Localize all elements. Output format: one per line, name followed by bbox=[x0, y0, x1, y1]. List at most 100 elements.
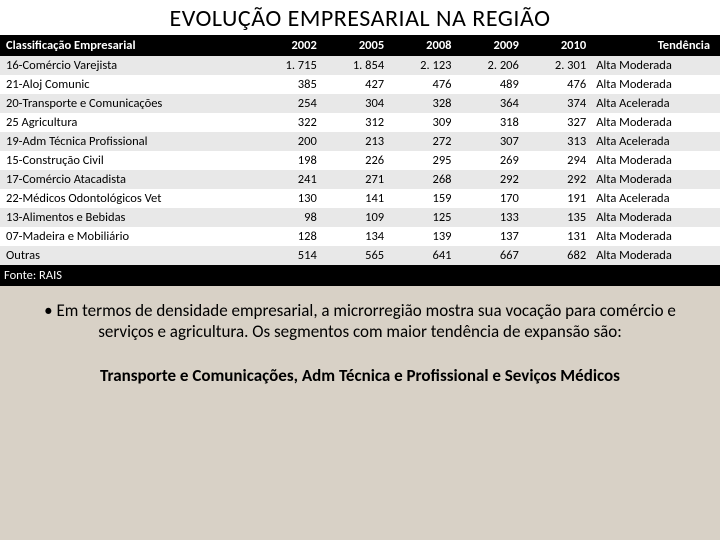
table-cell: 13-Alimentos e Bebidas bbox=[0, 208, 255, 227]
table-row: 20-Transporte e Comunicações254304328364… bbox=[0, 94, 720, 113]
table-row: 22-Médicos Odontológicos Vet130141159170… bbox=[0, 189, 720, 208]
table-cell: 159 bbox=[390, 189, 457, 208]
table-source-row: Fonte: RAIS bbox=[0, 265, 720, 286]
table-cell: 318 bbox=[458, 113, 525, 132]
table-cell: Alta Acelerada bbox=[592, 132, 720, 151]
table-cell: 130 bbox=[255, 189, 322, 208]
table-cell: 322 bbox=[255, 113, 322, 132]
table-cell: 141 bbox=[323, 189, 390, 208]
table-row: Outras514565641667682Alta Moderada bbox=[0, 246, 720, 265]
table-cell: 133 bbox=[458, 208, 525, 227]
table-cell: 682 bbox=[525, 246, 592, 265]
table-cell: 385 bbox=[255, 75, 322, 94]
table-cell: 364 bbox=[458, 94, 525, 113]
data-table: Classificação Empresarial 2002 2005 2008… bbox=[0, 35, 720, 286]
table-cell: 22-Médicos Odontológicos Vet bbox=[0, 189, 255, 208]
table-row: 07-Madeira e Mobiliário128134139137131Al… bbox=[0, 227, 720, 246]
table-cell: 25 Agricultura bbox=[0, 113, 255, 132]
table-cell: 137 bbox=[458, 227, 525, 246]
col-header: 2009 bbox=[458, 35, 525, 56]
table-header: Classificação Empresarial 2002 2005 2008… bbox=[0, 35, 720, 56]
table-cell: Alta Moderada bbox=[592, 151, 720, 170]
table-cell: 295 bbox=[390, 151, 457, 170]
table-cell: 125 bbox=[390, 208, 457, 227]
table-cell: 272 bbox=[390, 132, 457, 151]
table-cell: 109 bbox=[323, 208, 390, 227]
table-cell: 128 bbox=[255, 227, 322, 246]
table-cell: 292 bbox=[458, 170, 525, 189]
table-cell: Alta Moderada bbox=[592, 227, 720, 246]
table-cell: 307 bbox=[458, 132, 525, 151]
table-cell: 241 bbox=[255, 170, 322, 189]
table-cell: 268 bbox=[390, 170, 457, 189]
table-cell: 476 bbox=[390, 75, 457, 94]
table-cell: 269 bbox=[458, 151, 525, 170]
table-cell: 476 bbox=[525, 75, 592, 94]
table-cell: 21-Aloj Comunic bbox=[0, 75, 255, 94]
slide: EVOLUÇÃO EMPRESARIAL NA REGIÃO Classific… bbox=[0, 0, 720, 540]
table-row: 16-Comércio Varejista1. 7151. 8542. 1232… bbox=[0, 56, 720, 75]
table-cell: 134 bbox=[323, 227, 390, 246]
table-row: 25 Agricultura322312309318327Alta Modera… bbox=[0, 113, 720, 132]
table-cell: 1. 715 bbox=[255, 56, 322, 75]
table-cell: 292 bbox=[525, 170, 592, 189]
table-cell: 16-Comércio Varejista bbox=[0, 56, 255, 75]
table-cell: 213 bbox=[323, 132, 390, 151]
col-header: 2010 bbox=[525, 35, 592, 56]
table-cell: 17-Comércio Atacadista bbox=[0, 170, 255, 189]
table-cell: 489 bbox=[458, 75, 525, 94]
table-cell: 2. 206 bbox=[458, 56, 525, 75]
table-cell: Alta Moderada bbox=[592, 75, 720, 94]
table-cell: 327 bbox=[525, 113, 592, 132]
col-header: 2005 bbox=[323, 35, 390, 56]
table-row: 15-Construção Civil198226295269294Alta M… bbox=[0, 151, 720, 170]
table-cell: 19-Adm Técnica Profissional bbox=[0, 132, 255, 151]
table-body: 16-Comércio Varejista1. 7151. 8542. 1232… bbox=[0, 56, 720, 286]
table-row: 17-Comércio Atacadista241271268292292Alt… bbox=[0, 170, 720, 189]
table-cell: 667 bbox=[458, 246, 525, 265]
col-header: 2008 bbox=[390, 35, 457, 56]
table-cell: Alta Moderada bbox=[592, 170, 720, 189]
table-cell: 15-Construção Civil bbox=[0, 151, 255, 170]
table-cell: 139 bbox=[390, 227, 457, 246]
table-cell: 374 bbox=[525, 94, 592, 113]
table-cell: Alta Moderada bbox=[592, 246, 720, 265]
table-cell: 312 bbox=[323, 113, 390, 132]
table-cell: 1. 854 bbox=[323, 56, 390, 75]
table-cell: 198 bbox=[255, 151, 322, 170]
table-row: 19-Adm Técnica Profissional2002132723073… bbox=[0, 132, 720, 151]
table-cell: 2. 301 bbox=[525, 56, 592, 75]
bullet-paragraph: • Em termos de densidade empresarial, a … bbox=[0, 286, 720, 347]
table-cell: 514 bbox=[255, 246, 322, 265]
table-cell: 254 bbox=[255, 94, 322, 113]
table-cell: Alta Moderada bbox=[592, 208, 720, 227]
table-cell: 226 bbox=[323, 151, 390, 170]
col-header: 2002 bbox=[255, 35, 322, 56]
table-row: 13-Alimentos e Bebidas98109125133135Alta… bbox=[0, 208, 720, 227]
table-cell: 135 bbox=[525, 208, 592, 227]
table-cell: Alta Acelerada bbox=[592, 189, 720, 208]
table-cell: 20-Transporte e Comunicações bbox=[0, 94, 255, 113]
table-cell: 427 bbox=[323, 75, 390, 94]
table-cell: 565 bbox=[323, 246, 390, 265]
table-cell: Alta Moderada bbox=[592, 113, 720, 132]
table-cell: 191 bbox=[525, 189, 592, 208]
emphasis-paragraph: Transporte e Comunicações, Adm Técnica e… bbox=[0, 347, 720, 386]
table-cell: 313 bbox=[525, 132, 592, 151]
table-cell: 309 bbox=[390, 113, 457, 132]
table-cell: 641 bbox=[390, 246, 457, 265]
table-cell: 328 bbox=[390, 94, 457, 113]
col-header: Classificação Empresarial bbox=[0, 35, 255, 56]
table-cell: Outras bbox=[0, 246, 255, 265]
col-header: Tendência bbox=[592, 35, 720, 56]
table-source: Fonte: RAIS bbox=[0, 265, 720, 286]
table-cell: Alta Acelerada bbox=[592, 94, 720, 113]
table-cell: 2. 123 bbox=[390, 56, 457, 75]
table-cell: 200 bbox=[255, 132, 322, 151]
slide-title: EVOLUÇÃO EMPRESARIAL NA REGIÃO bbox=[0, 0, 720, 35]
table-cell: 304 bbox=[323, 94, 390, 113]
table-cell: 98 bbox=[255, 208, 322, 227]
table-cell: 131 bbox=[525, 227, 592, 246]
table-cell: 170 bbox=[458, 189, 525, 208]
table-cell: 07-Madeira e Mobiliário bbox=[0, 227, 255, 246]
